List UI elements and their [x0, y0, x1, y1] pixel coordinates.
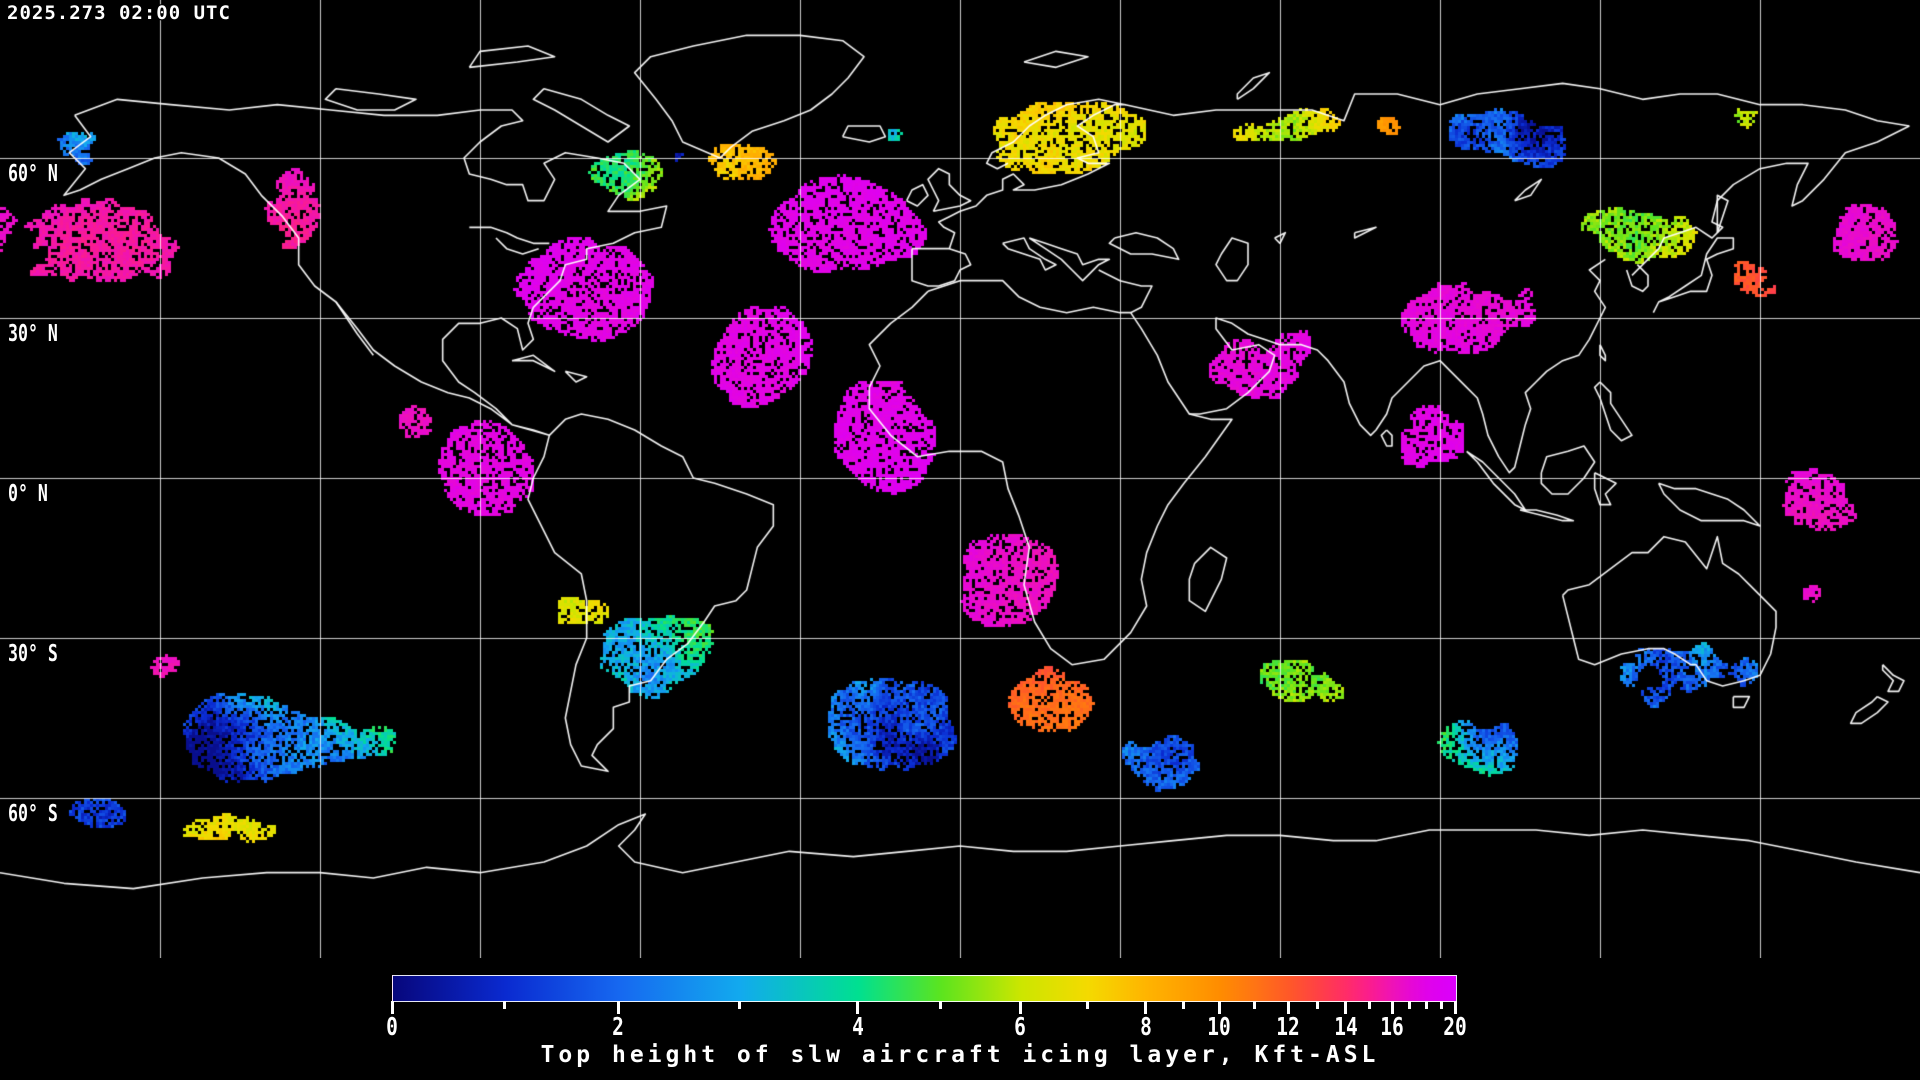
colorbar-tick-label-10: 10 — [1207, 1012, 1231, 1041]
colorbar-tick-15 — [1368, 1001, 1372, 1009]
colorbar-tick-16 — [1390, 1001, 1394, 1014]
colorbar-tick-6 — [1018, 1001, 1022, 1014]
colorbar-tick-9 — [1182, 1001, 1186, 1009]
colorbar-tick-8 — [1144, 1001, 1148, 1014]
timestamp-label: 2025.273 02:00 UTC — [7, 2, 231, 24]
colorbar-tick-12 — [1286, 1001, 1290, 1014]
colorbar-tick-5 — [939, 1001, 942, 1009]
colorbar-tick-7 — [1085, 1001, 1089, 1009]
lat-label-30s: 30° S — [8, 640, 58, 667]
colorbar-tick-13 — [1316, 1001, 1320, 1009]
colorbar-tick-label-6: 6 — [1014, 1012, 1027, 1041]
colorbar-tick-3 — [738, 1001, 742, 1009]
lat-label-30n: 30° N — [8, 321, 58, 347]
colorbar-tick-label-8: 8 — [1139, 1012, 1152, 1041]
colorbar-tick-label-0: 0 — [386, 1012, 398, 1041]
colorbar-tick-11 — [1252, 1001, 1256, 1009]
colorbar-tick-14 — [1344, 1001, 1347, 1014]
colorbar-tick-label-4: 4 — [851, 1012, 864, 1041]
colorbar-gradient — [392, 975, 1457, 1002]
colorbar-tick-0 — [390, 1001, 394, 1014]
colorbar-tick-2 — [616, 1001, 620, 1014]
colorbar-tick-4 — [856, 1001, 860, 1014]
colorbar-tick-18 — [1424, 1001, 1428, 1009]
lat-label-60n: 60° N — [8, 161, 58, 187]
colorbar-tick-label-2: 2 — [612, 1012, 625, 1041]
colorbar-tick-label-16: 16 — [1380, 1012, 1405, 1041]
lat-label-60s: 60° S — [8, 800, 58, 827]
colorbar-tick-label-14: 14 — [1333, 1012, 1358, 1041]
lat-label-0n: 0° N — [8, 481, 48, 507]
colorbar-tick-label-20: 20 — [1443, 1012, 1467, 1041]
world-map-canvas — [0, 0, 1920, 958]
colorbar-tick-10 — [1217, 1001, 1221, 1014]
colorbar-tick-label-12: 12 — [1276, 1012, 1300, 1041]
colorbar-tick-17 — [1407, 1001, 1411, 1009]
colorbar-title: Top height of slw aircraft icing layer, … — [540, 1042, 1380, 1068]
colorbar-tick-19 — [1439, 1001, 1443, 1009]
colorbar-tick-1 — [503, 1001, 507, 1009]
colorbar-tick-20 — [1453, 1001, 1457, 1014]
